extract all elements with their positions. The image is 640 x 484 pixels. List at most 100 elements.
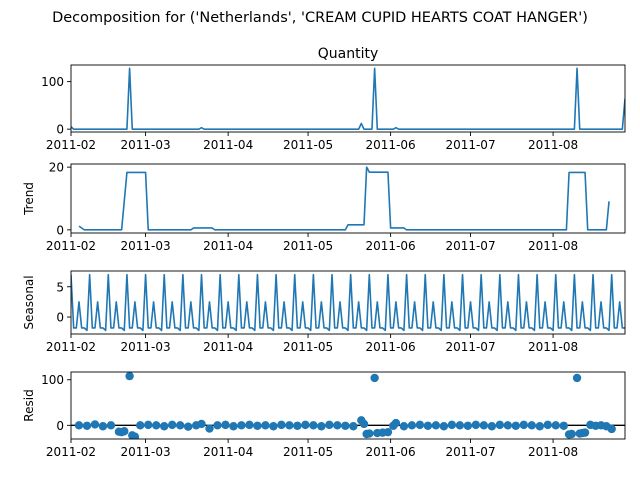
data-point	[221, 420, 230, 430]
data-point	[341, 421, 350, 430]
data-point	[90, 420, 100, 429]
axes-frame	[70, 270, 626, 335]
data-point	[519, 420, 528, 430]
data-point	[152, 421, 161, 430]
data-point	[349, 422, 358, 431]
data-point	[455, 421, 465, 430]
data-point	[535, 422, 544, 431]
x-tick-label: 2011-02	[46, 340, 96, 354]
data-point	[197, 419, 206, 429]
data-point	[317, 422, 326, 431]
series-line	[71, 273, 625, 332]
data-point	[383, 427, 393, 437]
data-point	[130, 432, 140, 439]
data-point	[370, 373, 379, 383]
y-tick-label: 20	[49, 161, 64, 175]
x-tick-label: 2011-03	[121, 138, 171, 152]
x-tick-label: 2011-07	[445, 340, 495, 354]
data-point	[391, 418, 401, 428]
data-point	[333, 421, 342, 430]
x-tick-label: 2011-06	[366, 239, 416, 253]
data-point	[503, 421, 513, 430]
data-point	[205, 424, 214, 433]
data-point	[325, 420, 334, 430]
data-point	[261, 421, 270, 430]
y-tick-label: 100	[41, 373, 64, 387]
x-tick-label: 2011-02	[46, 239, 96, 253]
x-tick-label: 2011-08	[528, 340, 578, 354]
data-point	[229, 422, 238, 431]
data-point	[559, 421, 568, 430]
data-point	[301, 420, 310, 430]
x-tick-label: 2011-05	[283, 239, 333, 253]
data-point	[527, 421, 536, 430]
data-point	[567, 429, 576, 439]
data-point	[144, 420, 153, 430]
data-point	[439, 422, 449, 431]
data-point	[572, 373, 582, 383]
data-point	[511, 421, 520, 430]
x-tick-label: 2011-04	[203, 138, 253, 152]
x-tick-label: 2011-05	[283, 340, 333, 354]
data-point	[423, 421, 433, 430]
data-point	[407, 421, 417, 430]
data-point	[463, 421, 473, 430]
y-axis-label: Resid	[22, 389, 36, 421]
axes-frame	[70, 371, 626, 440]
data-point	[551, 421, 560, 430]
y-tick-label: 100	[41, 75, 64, 89]
panel-4: Resid 2011-02 2011-03 2011-04 2011-05 2011-06…	[22, 371, 626, 459]
x-tick-label: 2011-03	[121, 445, 171, 459]
x-tick-label: 2011-06	[366, 138, 416, 152]
data-point	[447, 420, 457, 430]
data-point	[543, 420, 552, 430]
data-point	[160, 422, 169, 431]
data-point	[293, 421, 302, 430]
data-point	[607, 424, 616, 434]
data-point	[415, 420, 425, 430]
figure-suptitle: Decomposition for ('Netherlands', 'CREAM…	[52, 10, 588, 26]
data-point	[82, 421, 92, 430]
data-point	[237, 421, 246, 430]
scatter-points	[74, 372, 616, 439]
data-point	[168, 420, 177, 430]
x-tick-label: 2011-08	[528, 138, 578, 152]
axes-frame	[70, 163, 626, 234]
x-tick-label: 2011-08	[528, 239, 578, 253]
data-point	[213, 421, 222, 430]
data-point	[359, 419, 369, 429]
data-point	[399, 422, 409, 431]
x-tick-label: 2011-06	[366, 340, 416, 354]
data-point	[285, 421, 294, 430]
y-tick-label: 0	[56, 123, 64, 137]
x-tick-label: 2011-02	[46, 138, 96, 152]
x-tick-label: 2011-07	[445, 138, 495, 152]
x-tick-label: 2011-05	[283, 138, 333, 152]
x-tick-label: 2011-08	[528, 445, 578, 459]
x-tick-label: 2011-03	[121, 239, 171, 253]
data-point	[277, 420, 286, 430]
x-tick-label: 2011-07	[445, 239, 495, 253]
data-point	[365, 429, 374, 438]
x-tick-label: 2011-04	[203, 239, 253, 253]
y-tick-label: 0	[56, 311, 64, 325]
y-tick-label: 0	[56, 223, 64, 237]
series-line	[71, 67, 625, 130]
data-point	[487, 422, 497, 431]
data-point	[125, 372, 134, 381]
axes-frame	[70, 64, 626, 133]
data-point	[309, 421, 318, 430]
panel-3: Seasonal 2011-02 2011-03 2011-04 2011-05 2011…	[22, 270, 626, 354]
data-point	[176, 421, 185, 430]
data-point	[183, 422, 193, 431]
x-tick-label: 2011-05	[283, 445, 333, 459]
data-point	[98, 422, 108, 431]
data-point	[431, 421, 441, 430]
x-tick-label: 2011-04	[203, 340, 253, 354]
x-tick-label: 2011-03	[121, 340, 171, 354]
panel-1: Quantity 2011-02 2011-03 2011-04 2011-05 2011…	[41, 46, 626, 152]
y-axis-label: Trend	[22, 182, 36, 216]
panel-title: Quantity	[318, 46, 379, 62]
data-point	[580, 428, 590, 437]
